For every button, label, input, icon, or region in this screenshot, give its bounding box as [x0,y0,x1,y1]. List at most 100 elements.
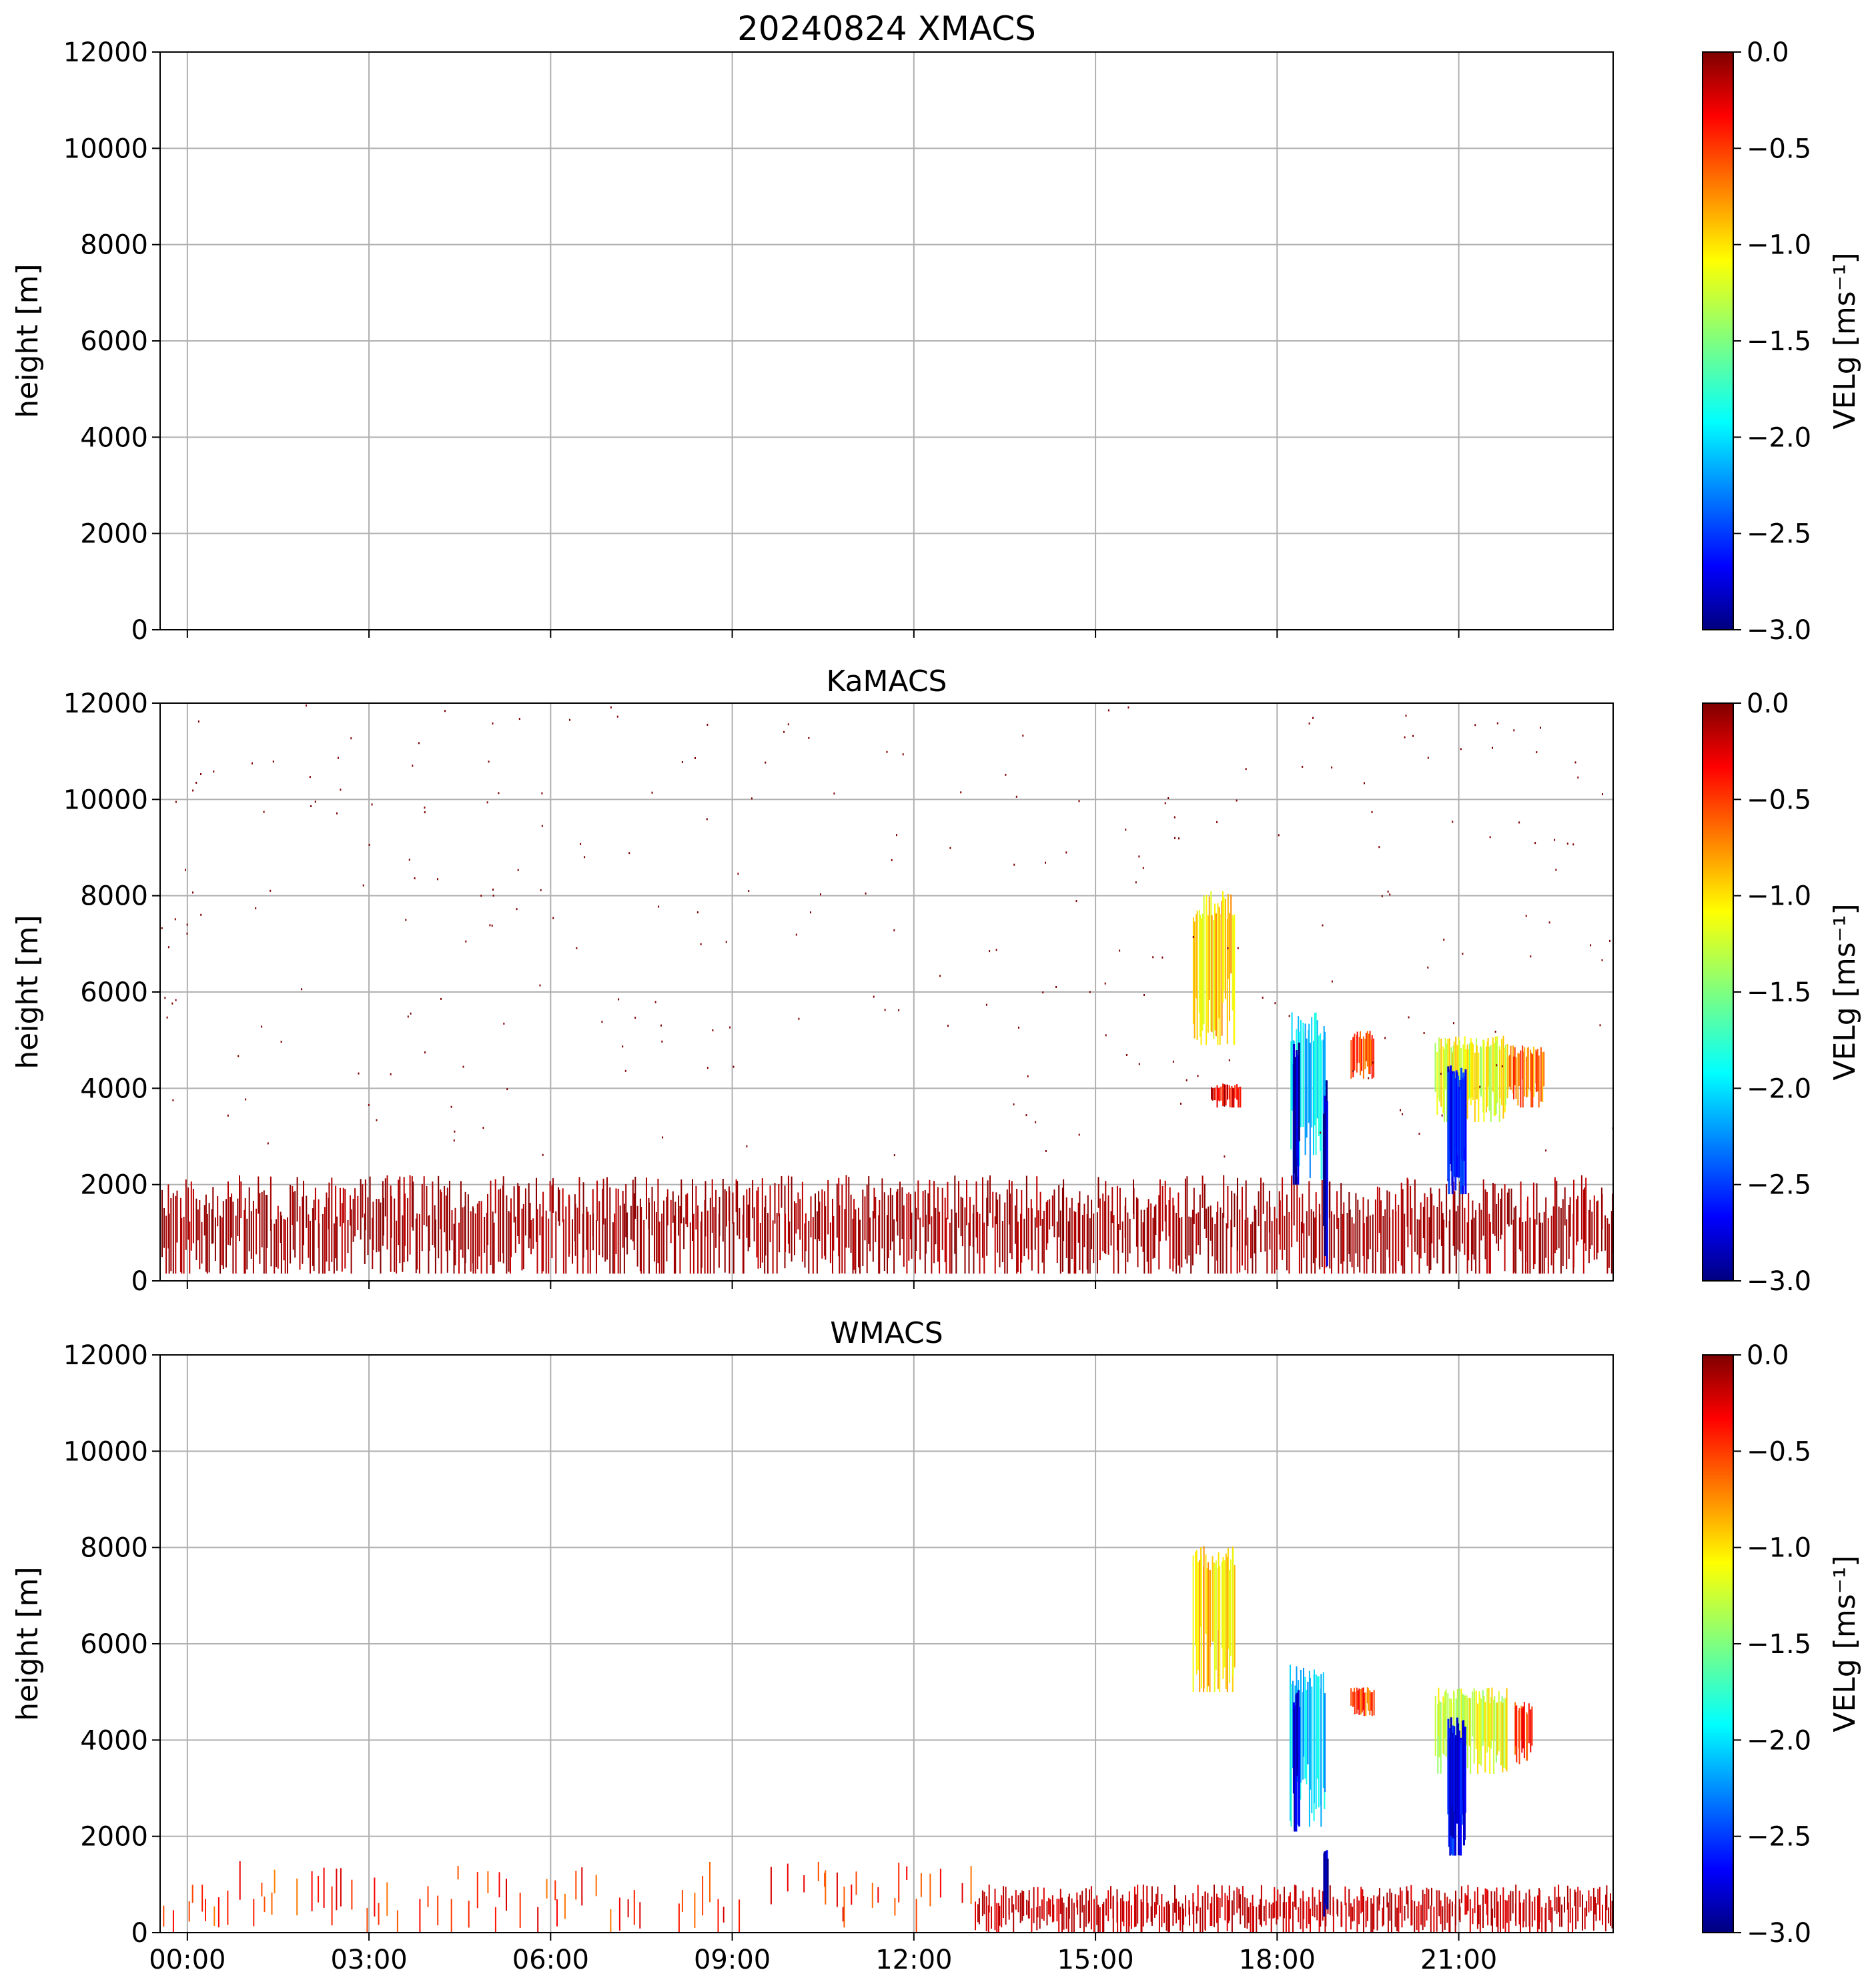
echo-mark [1468,1049,1470,1100]
echo-mark [1218,1087,1220,1101]
echo-mark [1320,1901,1322,1927]
noise-mark [610,706,612,708]
echo-mark [1480,1698,1482,1766]
echo-mark [1360,1031,1361,1075]
echo-mark [1495,1041,1497,1114]
echo-mark [1502,1887,1504,1929]
echo-mark [453,1223,455,1274]
echo-mark [1494,1891,1496,1918]
echo-mark [1524,1221,1526,1274]
echo-mark [1474,1052,1476,1122]
echo-mark [1093,1213,1095,1263]
echo-mark [450,1899,452,1933]
echo-mark [1320,1040,1322,1180]
echo-mark [1498,1193,1499,1251]
echo-mark [244,1198,246,1274]
echo-mark [1524,1047,1526,1097]
echo-mark [1547,1218,1549,1274]
echo-mark [1608,1223,1610,1268]
echo-mark [909,1194,911,1239]
echo-mark [421,1183,423,1252]
echo-mark [739,1899,741,1933]
echo-mark [1061,1897,1063,1933]
noise-mark [424,807,426,809]
echo-mark [1218,907,1220,1019]
echo-mark [1452,1181,1454,1246]
echo-mark [1262,1182,1264,1214]
echo-mark [1590,1896,1592,1911]
echo-boundary_layer [975,1884,1613,1933]
echo-mark [212,1187,214,1244]
echo-mark [702,1876,704,1916]
echo-mark [1233,1890,1235,1915]
echo-mark [1091,1199,1093,1250]
echo-mark [347,1220,349,1254]
noise-mark [1492,747,1493,749]
echo-mark [894,1898,896,1916]
echo-mark [328,1182,330,1272]
echo-mark [680,1179,682,1223]
echo-mark [1418,1901,1420,1933]
echo-mark [390,1196,392,1238]
echo-mark [958,1181,959,1228]
echo-mark [757,1187,759,1269]
echo-mark [1250,1902,1252,1933]
echo-mark [1234,914,1236,1045]
echo-mark [1039,1906,1041,1929]
echo-mark [987,1180,989,1226]
echo-mark [352,1198,354,1242]
x-tick-label: 21:00 [1420,1945,1497,1975]
echo-mark [640,1207,642,1274]
echo-mark [855,1871,857,1895]
noise-mark [707,1067,709,1069]
echo-mark [1406,1886,1408,1905]
echo-mark [290,1184,292,1264]
echo-mark [192,1189,194,1244]
echo-mark [362,1184,364,1218]
echo-mark [1539,1890,1540,1923]
echo-mark [1058,1185,1060,1237]
echo-mark [1176,1899,1178,1924]
noise-mark [1228,1059,1230,1061]
colorbar-tick-label: −1.5 [1747,977,1811,1008]
echo-mark [1023,1891,1025,1916]
echo-mark [954,1175,956,1254]
noise-mark [884,1009,886,1011]
echo-mark [487,1193,488,1246]
echo-mark [1493,1043,1495,1117]
echo-mark [237,1198,239,1236]
echo-mark [1593,1195,1595,1260]
noise-mark [480,895,482,897]
echo-mark [1434,1695,1436,1757]
echo-mark [1027,1207,1029,1260]
echo-mark [1357,1199,1359,1267]
echo-mark [1219,1566,1221,1692]
echo-mark [1467,1885,1469,1911]
echo-mark [476,1872,478,1909]
echo-mark [866,1184,868,1274]
x-tick-label: 15:00 [1057,1945,1133,1975]
echo-mark [931,1216,933,1274]
echo-mark [1192,917,1194,1024]
noise-mark [492,889,494,891]
echo-mark [899,1181,901,1256]
echo-mark [1001,1895,1003,1928]
echo-mark [1318,1676,1320,1808]
noise-mark [783,730,785,733]
echo-mark [222,1201,224,1270]
echo-mark [185,1179,187,1250]
colorbar-tick-label: −0.5 [1747,133,1811,164]
echo-mark [256,1208,258,1255]
echo-mark [1222,1213,1224,1274]
echo-mark [1224,899,1226,999]
echo-mark [1051,1195,1053,1227]
echo-fallstreak [1323,1080,1328,1267]
echo-mark [1036,1176,1038,1228]
echo-mark [1292,1901,1294,1933]
echo-mark [1567,1902,1569,1933]
echo-mark [1599,1887,1600,1921]
echo-mark [868,1176,870,1244]
echo-mark [1265,1899,1267,1926]
echo-mark [1443,1702,1445,1756]
echo-mark [1512,1219,1514,1274]
